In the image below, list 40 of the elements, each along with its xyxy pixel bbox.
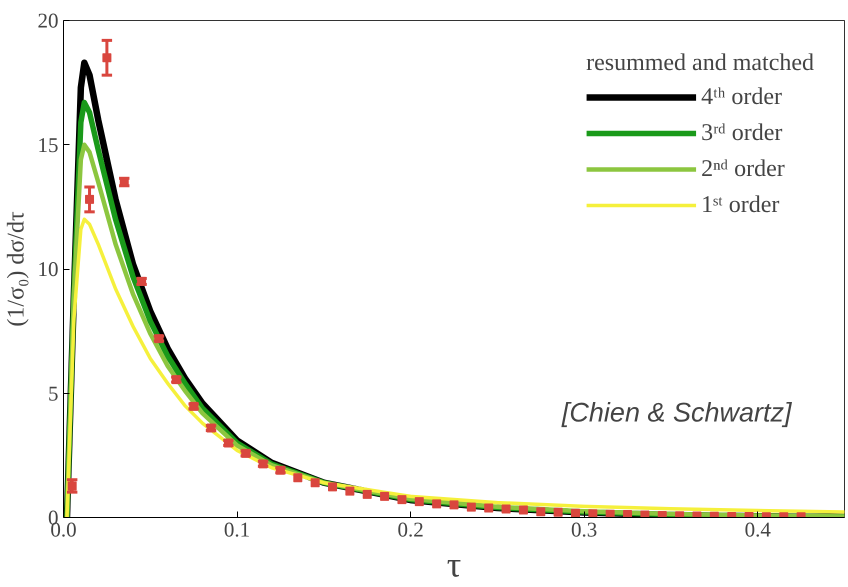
- point: [380, 492, 390, 501]
- legend-label: 4ᵗʰ order: [701, 82, 782, 112]
- point: [536, 507, 546, 516]
- y-tick-label: 20: [38, 8, 58, 32]
- point: [362, 490, 372, 499]
- point: [588, 509, 598, 518]
- point: [293, 473, 302, 482]
- y-tick-label: 15: [38, 132, 58, 157]
- y-tick-label: 10: [38, 257, 58, 281]
- x-tick-label: 0.4: [744, 518, 772, 542]
- point: [623, 510, 632, 518]
- point: [570, 508, 580, 518]
- point: [328, 482, 338, 492]
- point: [432, 499, 442, 508]
- y-axis-title: (1/σ₀) dσ/dτ: [4, 211, 30, 327]
- x-tick-label: 0.1: [224, 518, 250, 542]
- point: [310, 478, 320, 488]
- point: [345, 486, 354, 496]
- point: [102, 53, 112, 62]
- x-tick-label: 0.3: [571, 518, 598, 542]
- point: [640, 510, 650, 518]
- point: [414, 497, 424, 506]
- x-axis-title: τ: [446, 544, 462, 584]
- point: [502, 504, 511, 514]
- legend-label: 3ʳᵈ order: [701, 118, 782, 148]
- point: [484, 504, 494, 513]
- legend-title: resummed and matched: [586, 50, 814, 77]
- point: [68, 481, 77, 490]
- point: [397, 495, 406, 504]
- point: [466, 502, 476, 512]
- point: [85, 194, 94, 204]
- legend-label: 1ˢᵗ order: [701, 190, 780, 220]
- y-tick-label: 5: [48, 381, 58, 406]
- point: [554, 508, 563, 517]
- annotation: [Chien & Schwartz]: [560, 398, 793, 428]
- x-tick-label: 0.2: [397, 518, 424, 542]
- legend-label: 2ⁿᵈ order: [701, 154, 785, 184]
- point: [518, 506, 528, 515]
- point: [450, 500, 458, 510]
- point: [606, 510, 615, 518]
